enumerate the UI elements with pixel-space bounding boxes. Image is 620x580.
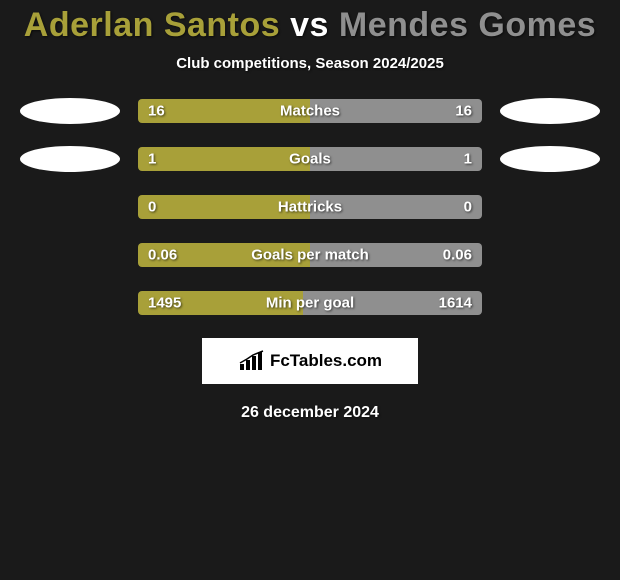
avatar-spacer <box>20 194 120 220</box>
stat-bar-left-fill <box>138 147 310 171</box>
page-title: Aderlan Santos vs Mendes Gomes <box>0 6 620 45</box>
avatar-spacer <box>20 242 120 268</box>
comparison-infographic: Aderlan Santos vs Mendes Gomes Club comp… <box>0 0 620 580</box>
stat-row: 1495 1614 Min per goal <box>0 290 620 316</box>
stat-bar: 1 1 Goals <box>138 147 482 171</box>
stat-value-right: 1614 <box>439 295 472 312</box>
stat-value-right: 1 <box>464 151 472 168</box>
stat-value-left: 16 <box>148 103 165 120</box>
stat-value-right: 16 <box>455 103 472 120</box>
stat-value-right: 0.06 <box>443 247 472 264</box>
title-right-player: Mendes Gomes <box>339 6 596 44</box>
title-left-player: Aderlan Santos <box>24 6 280 44</box>
stat-row: 0 0 Hattricks <box>0 194 620 220</box>
stat-row: 1 1 Goals <box>0 146 620 172</box>
stat-label: Hattricks <box>278 199 342 216</box>
stat-value-right: 0 <box>464 199 472 216</box>
avatar-spacer <box>20 290 120 316</box>
title-vs: vs <box>280 6 339 44</box>
stat-label: Goals per match <box>251 247 369 264</box>
bar-chart-icon <box>238 350 266 372</box>
stat-bar: 0.06 0.06 Goals per match <box>138 243 482 267</box>
stat-label: Matches <box>280 103 340 120</box>
stat-bar-right-fill <box>310 147 482 171</box>
stat-rows: 16 16 Matches 1 1 Goals 0 0 Hattricks 0.06 0.06 Goa… <box>0 98 620 316</box>
player-right-avatar <box>500 98 600 124</box>
stat-row: 16 16 Matches <box>0 98 620 124</box>
stat-label: Min per goal <box>266 295 354 312</box>
stat-bar: 0 0 Hattricks <box>138 195 482 219</box>
stat-bar: 1495 1614 Min per goal <box>138 291 482 315</box>
stat-label: Goals <box>289 151 331 168</box>
player-left-avatar <box>20 98 120 124</box>
stat-value-left: 1495 <box>148 295 181 312</box>
stat-value-left: 0.06 <box>148 247 177 264</box>
player-right-avatar <box>500 146 600 172</box>
generated-date: 26 december 2024 <box>0 404 620 422</box>
subtitle: Club competitions, Season 2024/2025 <box>0 55 620 72</box>
player-left-avatar <box>20 146 120 172</box>
avatar-spacer <box>500 290 600 316</box>
brand-badge: FcTables.com <box>202 338 418 384</box>
stat-bar: 16 16 Matches <box>138 99 482 123</box>
stat-value-left: 0 <box>148 199 156 216</box>
brand-text: FcTables.com <box>270 351 382 371</box>
avatar-spacer <box>500 242 600 268</box>
stat-row: 0.06 0.06 Goals per match <box>0 242 620 268</box>
stat-value-left: 1 <box>148 151 156 168</box>
avatar-spacer <box>500 194 600 220</box>
